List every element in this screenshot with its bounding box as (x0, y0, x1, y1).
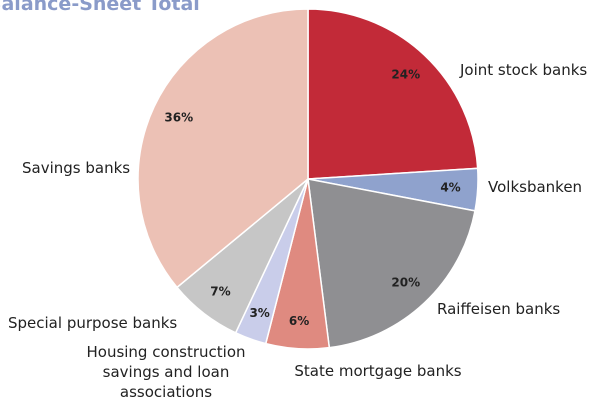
category-label: Volksbanken (488, 178, 582, 196)
value-label: 24% (391, 67, 420, 81)
category-label: Raiffeisen banks (437, 300, 560, 318)
value-label: 7% (210, 284, 230, 298)
category-label: Joint stock banks (459, 61, 587, 79)
category-label: State mortgage banks (294, 362, 461, 380)
category-label: Housing construction savings and loan asso… (86, 343, 245, 401)
value-label: 6% (289, 314, 309, 328)
pie-slice (307, 8, 479, 180)
pie-slice (137, 8, 309, 289)
value-label: 4% (440, 180, 460, 194)
category-label: Special purpose banks (8, 314, 177, 332)
chart-title: Balance-Sheet Total (0, 0, 200, 15)
category-label: Savings banks (22, 159, 130, 177)
pie-slice (307, 178, 476, 349)
value-label: 3% (249, 306, 269, 320)
value-label: 36% (164, 111, 193, 125)
value-label: 20% (391, 276, 420, 290)
